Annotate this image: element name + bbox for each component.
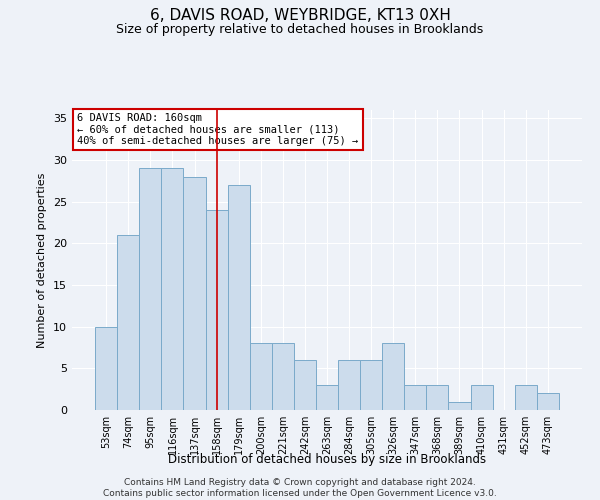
Text: Contains HM Land Registry data © Crown copyright and database right 2024.
Contai: Contains HM Land Registry data © Crown c… <box>103 478 497 498</box>
Bar <box>382 344 404 410</box>
Bar <box>360 360 382 410</box>
Bar <box>161 168 184 410</box>
Bar <box>338 360 360 410</box>
Bar <box>184 176 206 410</box>
Bar <box>404 385 427 410</box>
Text: Distribution of detached houses by size in Brooklands: Distribution of detached houses by size … <box>168 452 486 466</box>
Bar <box>206 210 227 410</box>
Text: Size of property relative to detached houses in Brooklands: Size of property relative to detached ho… <box>116 22 484 36</box>
Y-axis label: Number of detached properties: Number of detached properties <box>37 172 47 348</box>
Bar <box>294 360 316 410</box>
Bar <box>95 326 117 410</box>
Bar <box>227 185 250 410</box>
Bar <box>316 385 338 410</box>
Bar <box>448 402 470 410</box>
Bar <box>470 385 493 410</box>
Bar <box>515 385 537 410</box>
Bar <box>139 168 161 410</box>
Bar <box>250 344 272 410</box>
Text: 6, DAVIS ROAD, WEYBRIDGE, KT13 0XH: 6, DAVIS ROAD, WEYBRIDGE, KT13 0XH <box>149 8 451 22</box>
Bar <box>537 394 559 410</box>
Text: 6 DAVIS ROAD: 160sqm
← 60% of detached houses are smaller (113)
40% of semi-deta: 6 DAVIS ROAD: 160sqm ← 60% of detached h… <box>77 113 358 146</box>
Bar <box>272 344 294 410</box>
Bar <box>117 235 139 410</box>
Bar <box>427 385 448 410</box>
